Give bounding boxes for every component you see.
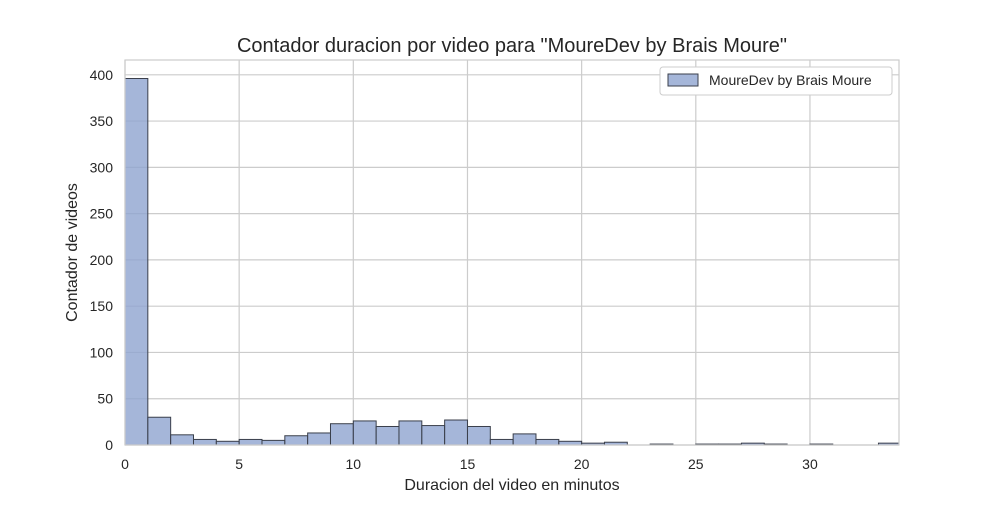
y-tick-label: 0 [105,437,113,453]
y-tick-label: 200 [90,252,114,268]
histogram-bar [170,434,194,446]
plot-frame [124,59,900,446]
x-tick-label: 30 [802,456,818,472]
histogram-bar [261,439,286,446]
x-tick-label: 20 [574,456,590,472]
x-tick-label: 5 [235,456,243,472]
histogram-bar [375,425,400,446]
y-tick-label: 300 [90,159,114,175]
y-tick-label: 100 [90,344,114,360]
histogram-bars [124,78,900,446]
histogram-bar [238,438,263,446]
x-tick-label: 15 [460,456,476,472]
histogram-bar [307,432,331,446]
histogram-bar [124,78,149,446]
y-tick-label: 150 [90,298,114,314]
histogram-bar [329,423,354,446]
x-axis-label: Duracion del video en minutos [404,477,619,494]
chart-title: Contador duracion por video para "MoureD… [237,35,787,57]
legend-swatch [667,73,699,87]
histogram-bar [444,419,468,446]
axis-ticks: 0 50 100 150 200 250 300 350 400 0 5 10 15 20 25 30 [90,67,818,472]
histogram-bar [489,438,514,446]
histogram-bar [535,438,560,446]
legend: MoureDev by Brais Moure [659,66,893,96]
histogram-bar [352,420,377,446]
legend-label: MoureDev by Brais Moure [709,72,872,88]
y-tick-label: 350 [90,113,114,129]
histogram-bar [421,425,446,446]
histogram-bar [147,416,172,446]
histogram-bar [284,435,309,446]
y-axis-label: Contador de videos [64,183,81,322]
y-tick-label: 400 [90,67,114,83]
histogram-bar [512,433,537,446]
x-tick-label: 0 [121,456,129,472]
grid-lines [124,60,899,446]
legend-box [659,66,893,96]
x-tick-label: 10 [346,456,362,472]
y-tick-label: 50 [97,391,113,407]
x-tick-label: 25 [688,456,704,472]
histogram-bar [192,438,217,446]
y-tick-label: 250 [90,206,114,222]
histogram-bar [466,425,491,446]
histogram-bar [398,420,423,446]
